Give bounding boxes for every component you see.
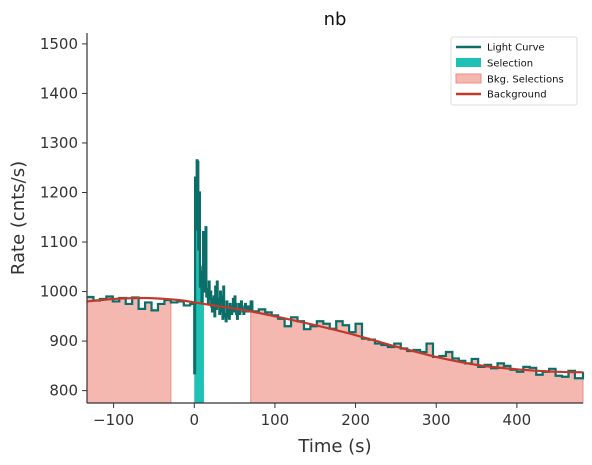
legend-frame <box>450 36 578 106</box>
y-tick-label: 1100 <box>40 233 78 251</box>
legend-label-background: Background <box>487 90 547 101</box>
x-tick-label: −100 <box>93 411 134 429</box>
y-axis-label: Rate (cnts/s) <box>8 161 29 275</box>
legend-label-light-curve: Light Curve <box>487 43 545 54</box>
legend-swatch-selection <box>456 58 481 67</box>
y-tick-label: 1500 <box>40 35 78 53</box>
legend-swatch-bkg-selections <box>455 73 482 84</box>
x-tick-label: 300 <box>422 411 451 429</box>
x-tick-label: 100 <box>261 411 290 429</box>
y-ticks: 800 900 1000 1100 1200 1300 1400 1500 <box>40 35 87 400</box>
chart-title: nb <box>324 9 347 30</box>
light-curve-line <box>87 159 585 380</box>
background-curve <box>86 296 584 374</box>
light-curve-layer <box>87 159 585 380</box>
y-tick-label: 800 <box>49 382 78 400</box>
background-curve-layer <box>86 296 584 374</box>
y-tick-label: 900 <box>49 332 78 350</box>
x-axis-label: Time (s) <box>297 436 371 457</box>
x-ticks: −100 0 100 200 300 400 <box>93 403 531 429</box>
x-tick-label: 200 <box>341 411 370 429</box>
y-tick-label: 1000 <box>40 283 78 301</box>
y-tick-label: 1300 <box>40 134 78 152</box>
legend-label-selection: Selection <box>487 59 533 70</box>
bkg-selection-region-1 <box>86 296 172 404</box>
x-tick-label: 400 <box>503 411 532 429</box>
y-tick-label: 1200 <box>40 183 78 201</box>
legend: Light Curve Selection Bkg. Selections Ba… <box>450 36 578 106</box>
legend-label-bkg-selections: Bkg. Selections <box>487 75 564 86</box>
y-tick-label: 1400 <box>40 84 78 102</box>
x-tick-label: 0 <box>189 411 199 429</box>
